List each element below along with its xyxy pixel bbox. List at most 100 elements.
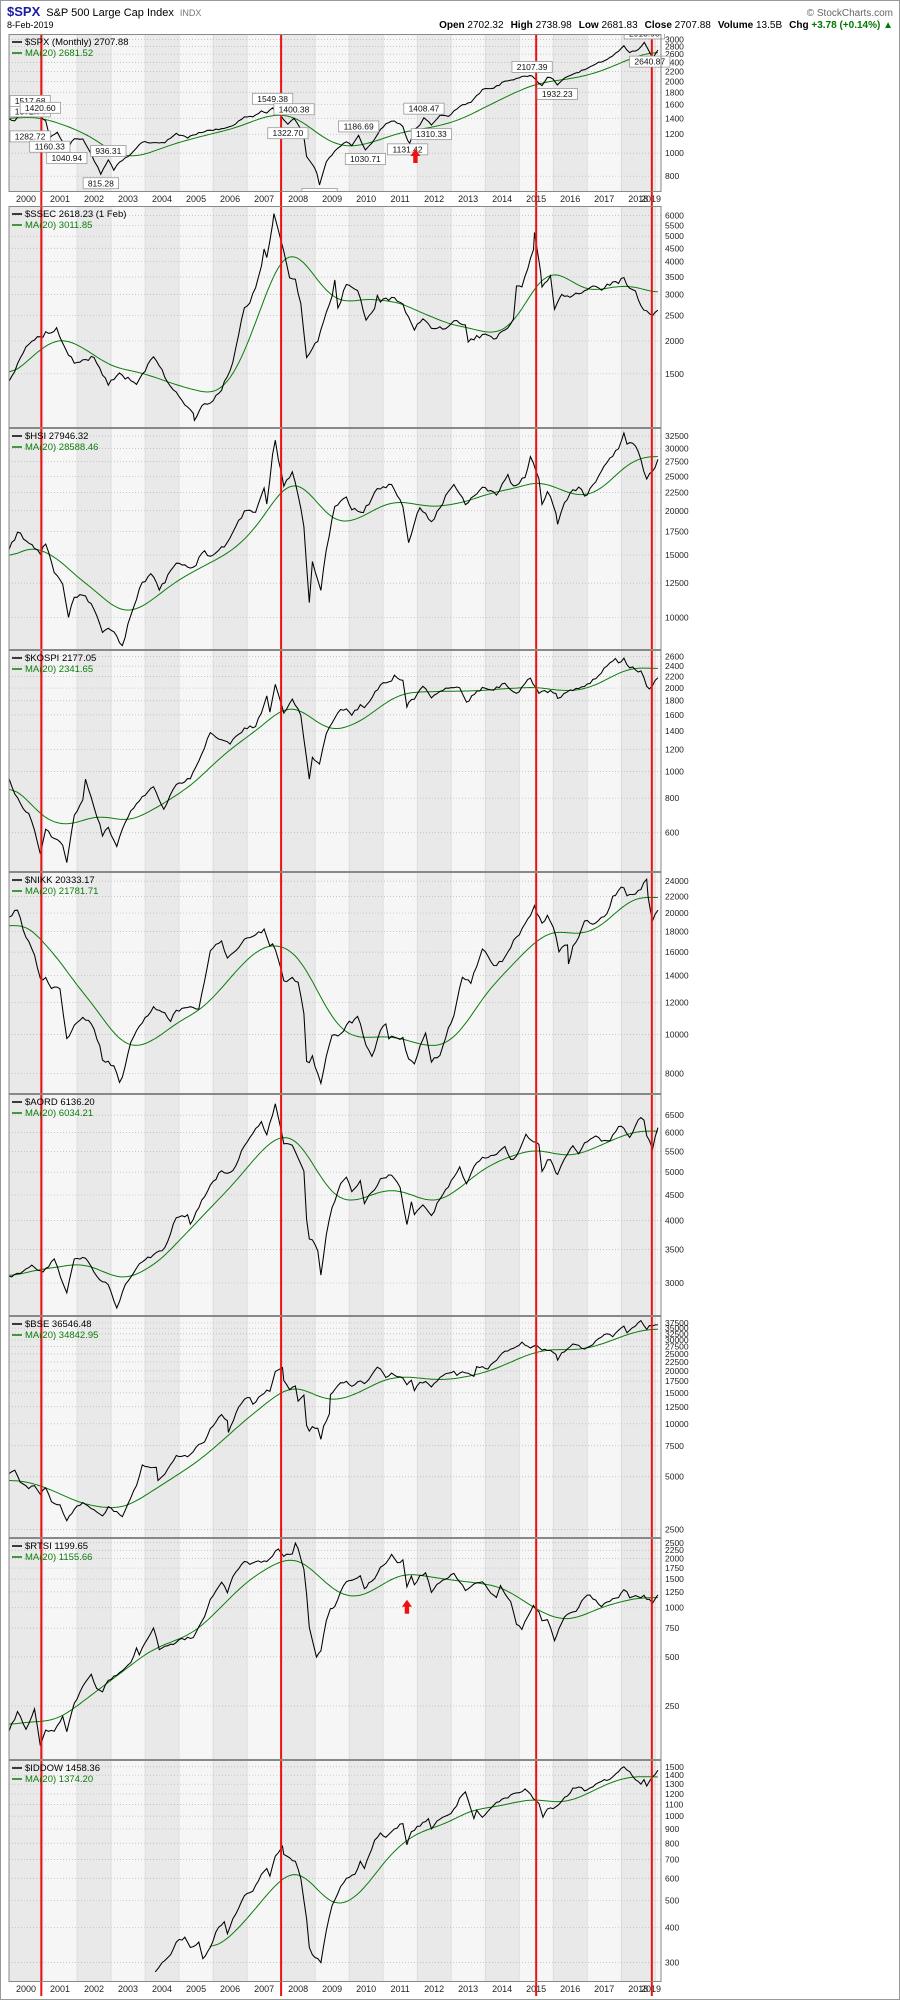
price-annotation-label: 1030.71 [350,154,381,164]
panel-spx-chart: 8001000120014001600180020002200240026002… [8,34,684,192]
y-tick-label: 20000 [665,908,689,918]
price-line [154,1766,659,1973]
price-annotation-box [629,55,671,68]
legend-ma: MA(20) 6034.21 [25,1108,93,1119]
ma-line [8,896,658,1046]
year-label: 2003 [118,194,138,204]
y-tick-label: 3500 [665,272,684,282]
price-annotation-box [623,34,665,40]
y-tick-label: 250 [665,1701,679,1711]
y-tick-label: 4500 [665,1190,684,1200]
volume-value: 13.5B [756,20,783,31]
price-annotation-box [46,152,88,164]
y-tick-label: 3000 [665,290,684,300]
y-tick-label: 800 [665,171,679,181]
y-tick-label: 500 [665,1895,679,1905]
y-tick-label: 2250 [665,1545,684,1555]
quote-bar: Open 2702.32 High 2738.98 Low 2681.83 Cl… [439,20,893,31]
price-annotation-label: 1420.60 [25,103,56,113]
year-label: 2008 [288,1984,308,1994]
price-annotation-box [403,102,445,115]
price-annotation-label: 1040.94 [51,153,82,163]
price-line [8,1541,659,1746]
y-tick-label: 6500 [665,1110,684,1120]
price-line [8,1103,659,1310]
y-tick-label: 2500 [665,1538,684,1548]
year-label: 2006 [220,194,240,204]
index-name: S&P 500 Large Cap Index [46,7,174,19]
legend-ma: MA(20) 1374.20 [25,1774,93,1785]
legend-price: $HSI 27946.32 [25,431,88,442]
y-tick-label: 1800 [665,87,684,97]
red-arrow-icon [401,1599,412,1614]
year-axis: 2000 2001 2002 2003 2004 2005 2006 2007 2008 2009… [16,192,661,206]
legend-price: $NIKK 20333.17 [25,875,95,886]
price-annotation-label: 936.31 [95,146,121,156]
chart-panels: 800 1000 1200 1400 1600 1800 2000 2200 2400 2600 2… [5,34,895,1996]
price-annotation-box [338,120,380,133]
y-tick-label: 900 [665,1824,679,1834]
price-annotation-box [252,92,294,105]
legend-price: $BSE 36546.48 [25,1319,92,1330]
y-tick-label: 10000 [665,612,689,622]
price-annotation-label: 735.09 [307,189,333,192]
y-tick-label: 2500 [665,1525,684,1535]
y-tick-label: 1400 [665,1770,684,1780]
price-annotation-box [273,103,315,116]
y-tick-label: 18000 [665,927,689,937]
y-tick-label: 7500 [665,1441,684,1451]
panel-aord-chart: 3000 3500 4000 4500 5000 5500 6000 6500 $AORD 61… [8,1094,684,1316]
y-tick-label: 27500 [665,457,689,467]
year-label: 2014 [492,1984,512,1994]
chart-header: $SPX S&P 500 Large Cap Index INDX © Stoc… [5,3,895,34]
y-tick-label: 800 [665,793,679,803]
high-value: 2738.98 [535,20,572,31]
year-label: 2012 [424,194,444,204]
y-tick-label: 1500 [665,369,684,379]
year-label: 2016 [560,1984,580,1994]
price-annotation-box [82,177,119,190]
y-tick-label: 700 [665,1855,679,1865]
low-label: Low [578,20,599,31]
year-label: 2002 [84,194,104,204]
y-tick-label: 8000 [665,1069,684,1079]
high-label: High [510,20,533,31]
year-label: 2009 [322,194,342,204]
year-label: 2011 [390,194,409,204]
legend-price: $KOSPI 2177.05 [25,653,96,664]
y-tick-label: 2000 [665,76,684,86]
panel-iddow-chart: 300 400 500 600 700 800 900 1000110012001300140… [8,1760,684,1982]
y-tick-label: 1000 [665,1603,684,1613]
y-tick-label: 22500 [665,488,689,498]
y-tick-label: 1300 [665,1779,684,1789]
y-tick-label: 300 [665,1958,679,1968]
price-annotation-label: 815.28 [88,178,114,188]
price-annotation-label: 2107.39 [517,62,548,72]
y-tick-label: 1000 [665,766,684,776]
year-label: 2016 [560,194,580,204]
y-tick-label: 25000 [665,471,689,481]
open-value: 2702.32 [467,20,504,31]
legend-ma: MA(20) 2681.52 [25,48,93,59]
y-tick-label: 1000 [665,148,684,158]
y-tick-label: 1600 [665,99,684,109]
y-tick-label: 400 [665,1923,679,1933]
y-tick-label: 30000 [665,1335,689,1345]
year-label: 2004 [152,194,172,204]
year-label: 2005 [186,194,206,204]
y-tick-label: 6000 [665,210,684,220]
y-tick-label: 1800 [665,696,684,706]
year-label: 2014 [492,194,512,204]
ma-line [8,456,658,611]
price-annotation-box [344,153,386,165]
panel-hsi-chart: 10000 12500 15000 17500 20000 22500 25000 27500… [8,428,689,650]
y-tick-label: 2400 [665,661,684,671]
price-line [8,877,659,1086]
y-tick-label: 1100 [665,1800,684,1810]
panel-bse-chart: 2500 5000 7500 10000 12500 15000 1750020000225… [8,1316,689,1538]
y-tick-label: 10000 [665,1029,689,1039]
legend-ma: MA(20) 34842.95 [25,1330,98,1341]
y-tick-label: 2400 [665,57,684,67]
y-tick-label: 2000 [665,336,684,346]
ma-line [8,1130,658,1278]
